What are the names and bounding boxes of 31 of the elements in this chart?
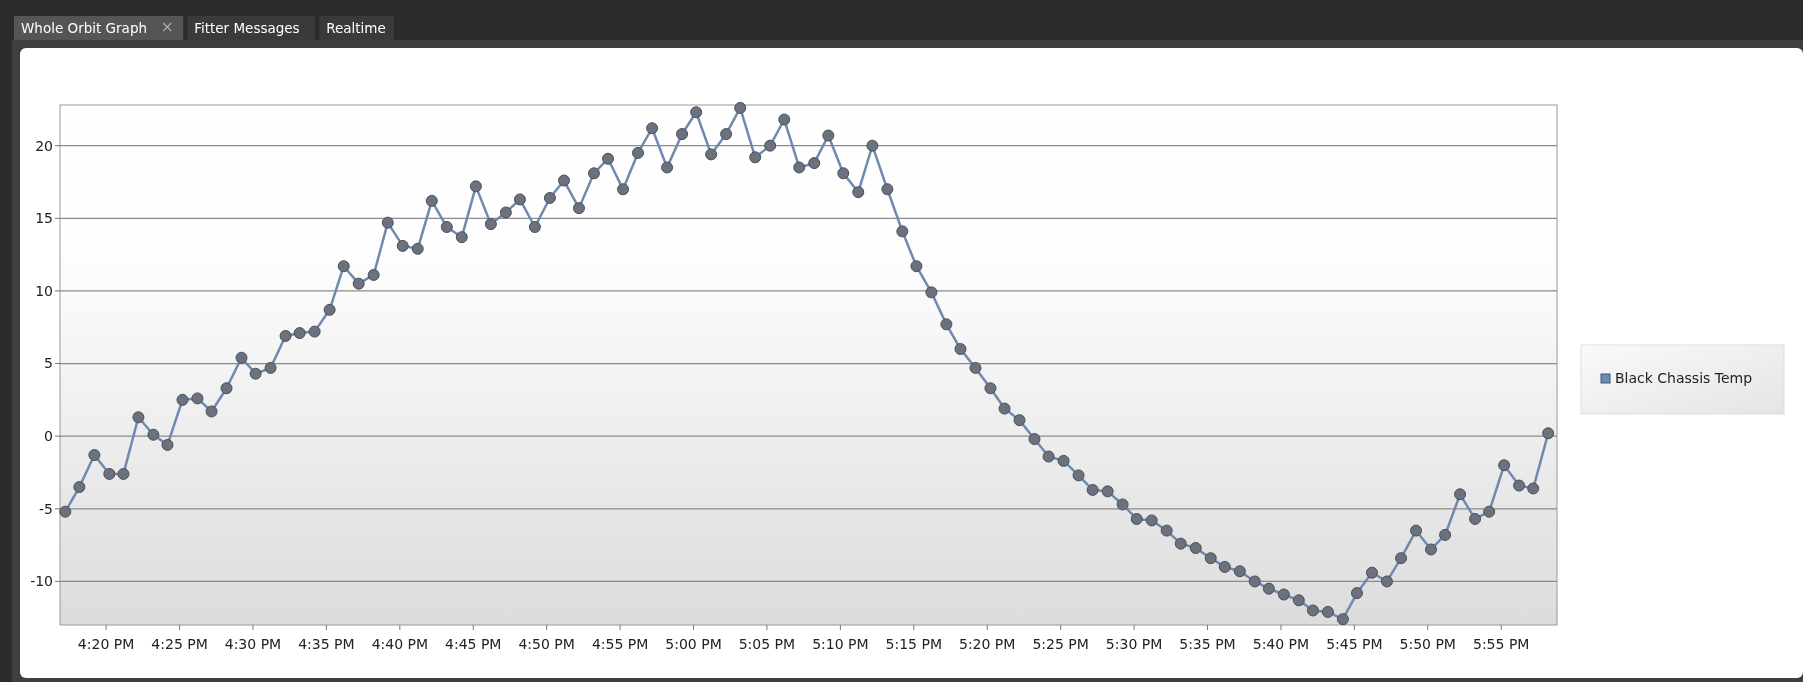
x-tick-label: 5:25 PM [1032,636,1089,652]
legend-label: Black Chassis Temp [1615,370,1753,386]
x-tick-label: 4:35 PM [298,636,355,652]
x-tick-label: 4:55 PM [591,636,649,652]
x-tick-label: 5:55 PM [1473,636,1530,652]
x-tick-label: 4:40 PM [371,636,429,652]
x-tick-label: 5:05 PM [738,636,796,652]
x-tick-label: 4:30 PM [224,636,282,652]
y-tick-label: 0 [44,428,53,445]
x-tick-label: 5:35 PM [1179,636,1236,652]
x-tick-label: 4:50 PM [518,636,575,652]
y-tick-label: 10 [35,282,53,299]
y-tick-label: -5 [39,500,53,517]
x-tick-label: 5:50 PM [1399,636,1456,652]
x-tick-label: 5:20 PM [958,636,1016,652]
text: Whole Orbit Graph [21,20,148,36]
y-tick-label: 5 [44,355,53,372]
x-tick-label: 5:40 PM [1252,636,1310,652]
x-tick-label: 5:10 PM [812,636,869,652]
x-tick-label: 4:20 PM [77,636,135,652]
x-tick-label: 5:45 PM [1326,636,1383,652]
x-tick-label: 4:45 PM [445,636,502,652]
text: Realtime [326,20,386,36]
x-tick-label: 4:25 PM [151,636,208,652]
x-tick-label: 5:30 PM [1105,636,1163,652]
y-tick-label: 20 [35,137,53,154]
y-tick-label: 15 [35,210,53,227]
y-tick-label: -10 [30,573,53,590]
text: Fitter Messages [194,20,300,36]
x-tick-label: 5:00 PM [665,636,722,652]
x-tick-label: 5:15 PM [885,636,942,652]
